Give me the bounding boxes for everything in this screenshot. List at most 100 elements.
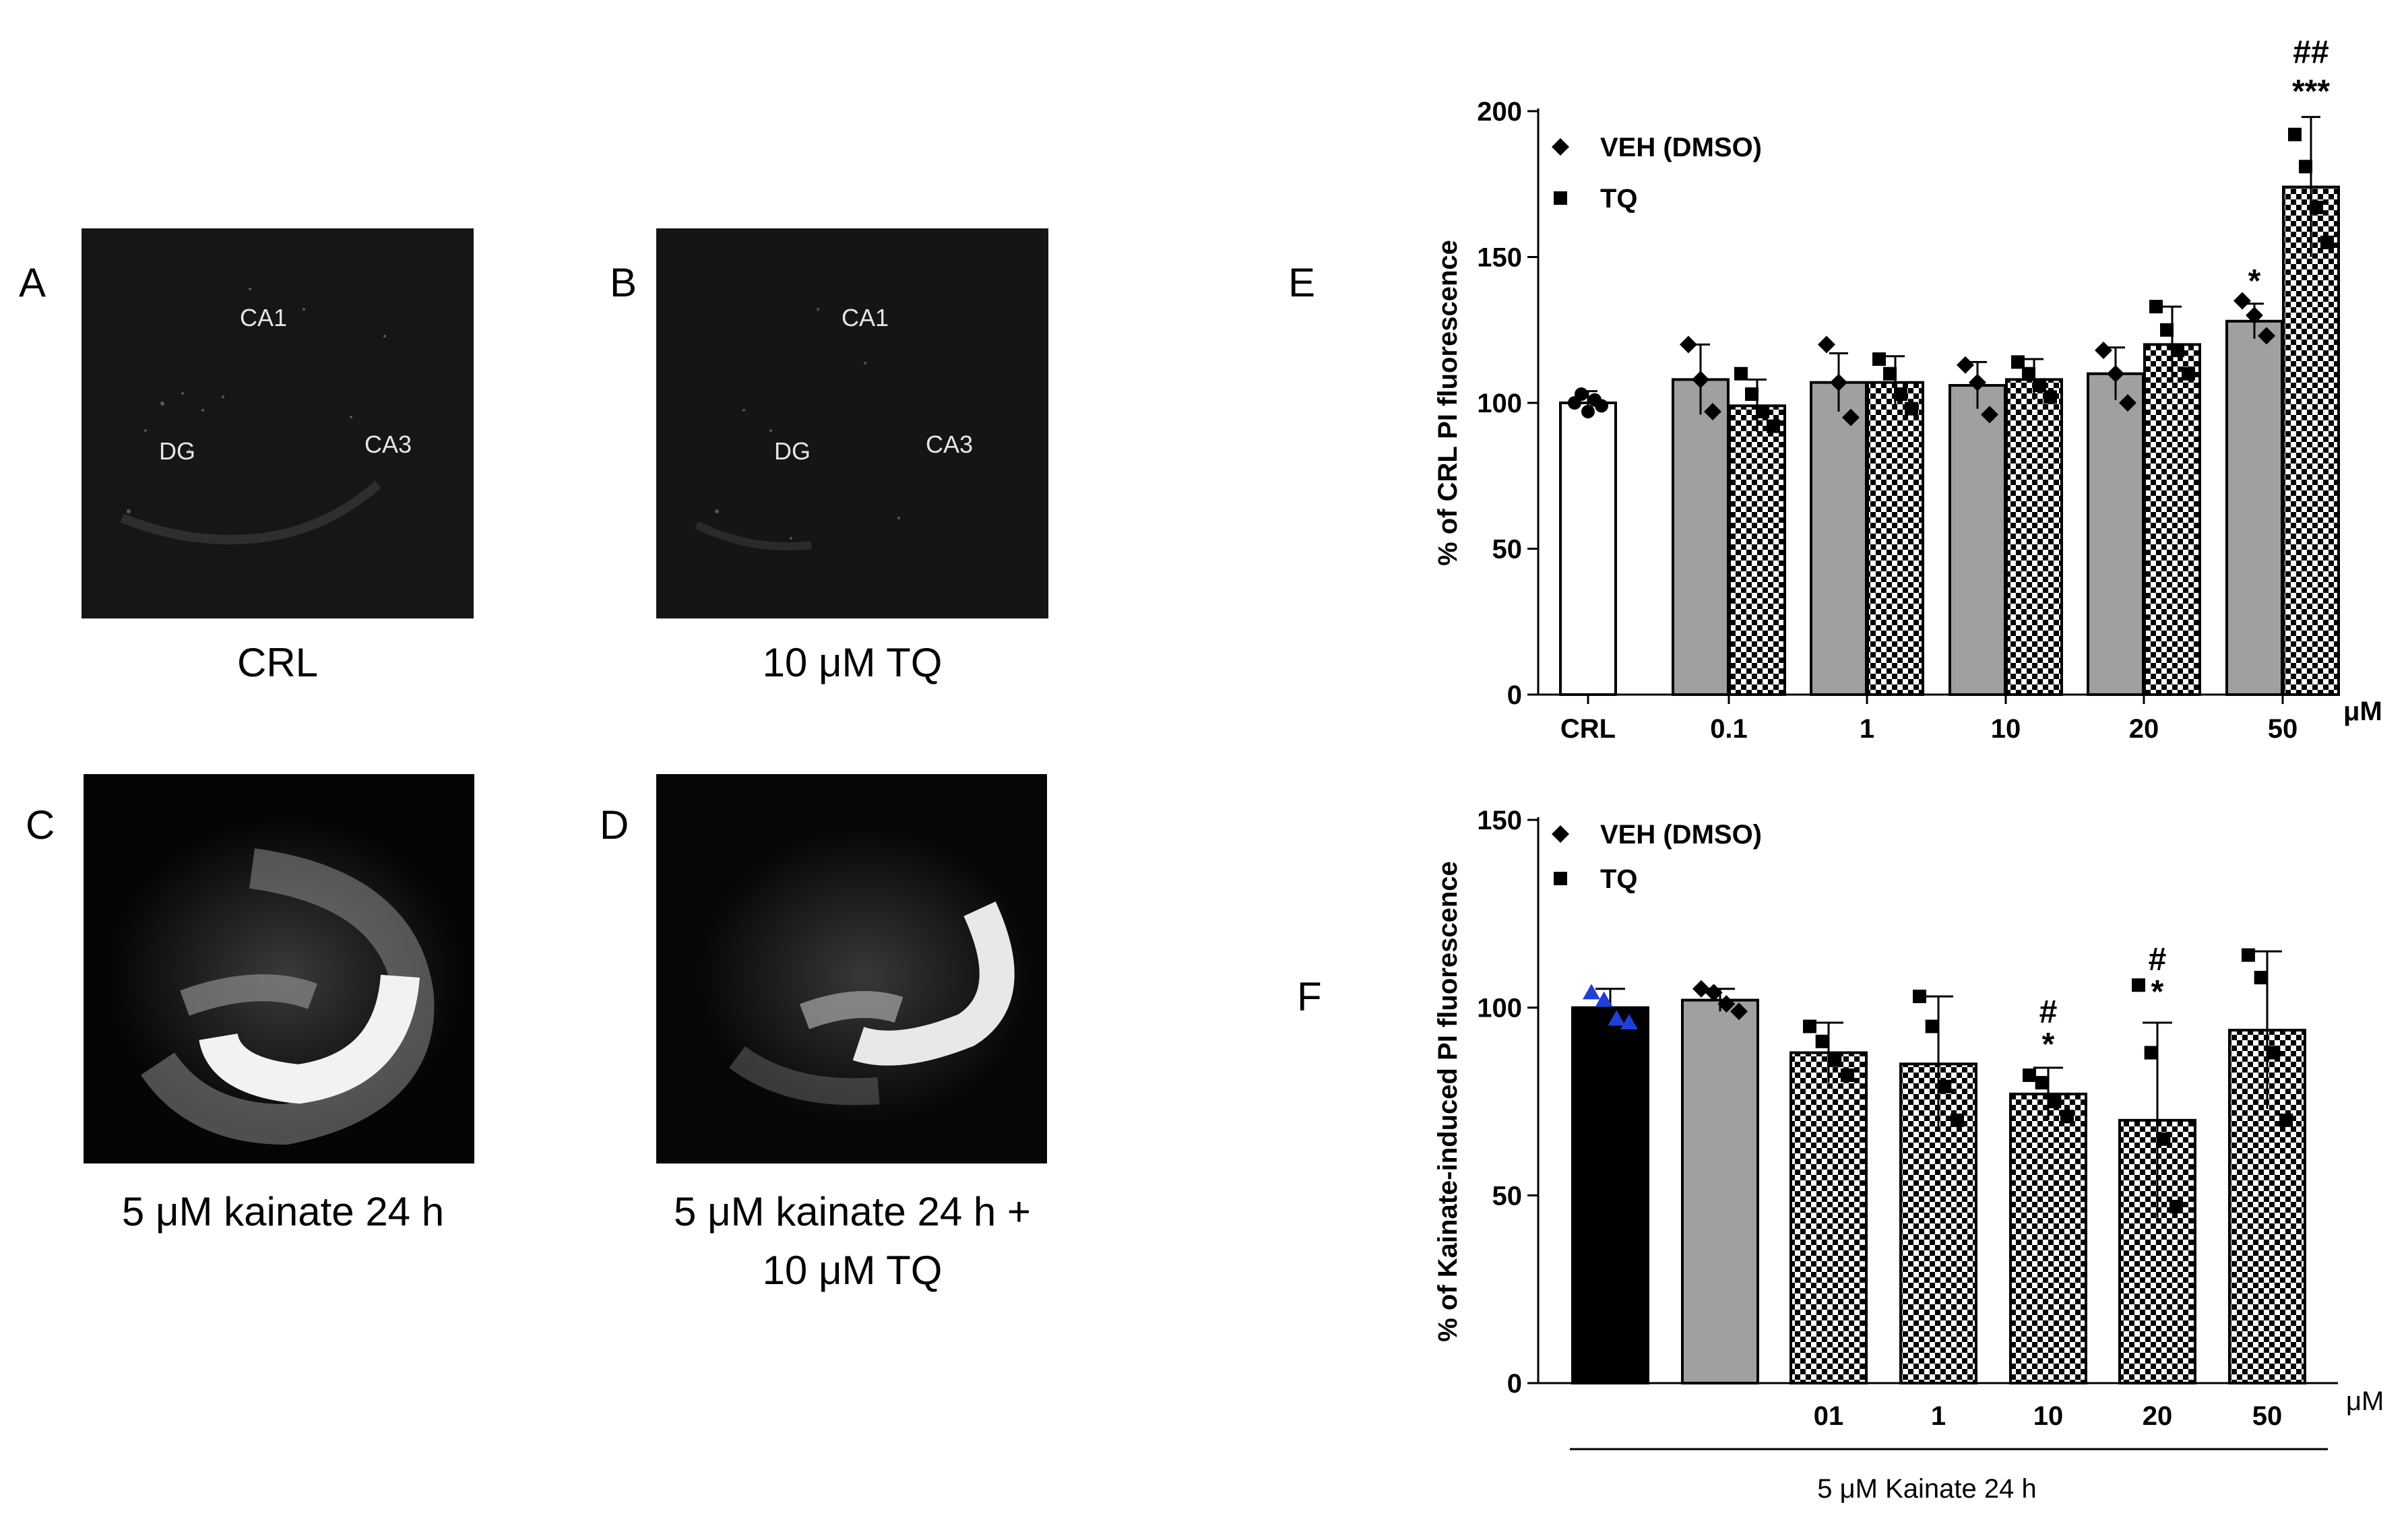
y-axis-title: % of CRL PI fluorescence <box>1433 240 1463 566</box>
significance-mark: # <box>2039 994 2058 1030</box>
data-point <box>2267 1046 2281 1060</box>
x-tick-label: 1 <box>1860 714 1874 744</box>
y-tick-label: 150 <box>1477 806 1522 835</box>
data-point <box>1803 1019 1816 1033</box>
micrograph-a: CA1 DG CA3 <box>82 228 474 618</box>
legend-label: TQ <box>1600 864 1638 894</box>
y-tick-label: 50 <box>1492 535 1523 565</box>
data-point <box>2254 971 2268 985</box>
data-point <box>1595 399 1608 413</box>
data-point <box>2310 200 2323 214</box>
bar-veh <box>1810 381 1868 696</box>
y-tick-label: 150 <box>1477 243 1522 273</box>
data-point <box>2095 342 2112 360</box>
data-point <box>1957 356 1974 374</box>
data-point <box>1730 1002 1748 1021</box>
caption-d-line1: 5 μM kainate 24 h + <box>674 1189 1031 1234</box>
x-tick-label: 1 <box>1931 1401 1946 1431</box>
data-point <box>1595 991 1613 1007</box>
data-point <box>2043 390 2057 404</box>
micrograph-b: CA1 DG CA3 <box>656 228 1048 618</box>
data-point <box>1692 980 1710 998</box>
data-point <box>1981 406 1998 424</box>
x-tick-label: 20 <box>2143 1401 2173 1431</box>
data-point <box>2320 235 2334 249</box>
data-point <box>1818 336 1835 354</box>
x-tick-label: 50 <box>2268 714 2298 744</box>
bar-veh <box>2225 319 2283 696</box>
data-point <box>2258 327 2275 345</box>
panel-letter-d: D <box>600 802 629 848</box>
panel-letter-f: F <box>1297 974 1322 1019</box>
data-point <box>1767 419 1780 433</box>
region-dg-label: DG <box>774 437 811 465</box>
data-point <box>2011 355 2025 369</box>
data-point <box>1815 1034 1829 1048</box>
x-tick-label: 10 <box>2033 1401 2064 1431</box>
region-ca1-label: CA1 <box>240 304 287 331</box>
bar-veh <box>1672 378 1730 696</box>
bar-crl <box>1559 402 1617 696</box>
micrograph-d <box>656 774 1047 1163</box>
unit-label: μM <box>2346 1386 2384 1416</box>
panel-letter-c: C <box>26 802 55 848</box>
y-tick-label: 200 <box>1477 97 1522 127</box>
data-point <box>1745 387 1759 402</box>
caption-d: 5 μM kainate 24 h + 10 μM TQ <box>620 1182 1085 1300</box>
data-point <box>1581 404 1595 418</box>
bar <box>2009 1092 2087 1385</box>
significance-mark: * <box>2042 1027 2055 1062</box>
data-point <box>2288 127 2302 141</box>
data-point <box>1938 1079 1952 1093</box>
unit-label: μM <box>2343 697 2382 726</box>
bar-tq <box>2282 185 2340 696</box>
significance-mark: * <box>2248 263 2261 299</box>
region-dg-label: DG <box>159 437 195 465</box>
region-ca3-label: CA3 <box>926 430 973 458</box>
data-point <box>2182 366 2195 381</box>
bar <box>1571 1006 1649 1384</box>
data-point <box>2279 1113 2293 1127</box>
data-point <box>1841 1068 1854 1082</box>
caption-a: CRL <box>236 640 319 685</box>
data-point <box>1705 984 1723 1002</box>
bar <box>1789 1051 1868 1384</box>
data-point <box>1554 191 1567 205</box>
significance-mark: * <box>2151 974 2164 1010</box>
bar-tq <box>2005 378 2063 696</box>
data-point <box>1842 408 1860 426</box>
bar-veh <box>2087 372 2145 696</box>
bar-tq <box>1866 381 1924 696</box>
data-point <box>1717 995 1736 1013</box>
bar-veh <box>1948 384 2006 697</box>
data-point <box>1704 402 1721 420</box>
y-tick-label: 100 <box>1477 389 1522 418</box>
data-point <box>1905 402 1918 416</box>
x-tick-label: 01 <box>1814 1401 1844 1431</box>
bar <box>1681 998 1759 1384</box>
significance-mark: # <box>2149 942 2167 978</box>
y-tick-label: 50 <box>1492 1181 1523 1211</box>
data-point <box>2242 948 2255 962</box>
data-point <box>1552 138 1569 156</box>
data-point <box>2246 307 2263 325</box>
legend-label: TQ <box>1600 184 1638 214</box>
data-point <box>2169 1200 2183 1214</box>
region-ca1-label: CA1 <box>842 304 889 331</box>
panel-letter-a: A <box>19 260 46 305</box>
region-ca3-label: CA3 <box>365 430 412 458</box>
data-point <box>1883 366 1897 381</box>
legend-label: VEH (DMSO) <box>1600 820 1762 850</box>
data-point <box>1552 825 1569 843</box>
data-point <box>2132 978 2145 992</box>
x-tick-label: 20 <box>2129 714 2159 744</box>
data-point <box>2023 1068 2036 1082</box>
x-tick-label: CRL <box>1560 714 1616 744</box>
data-point <box>2119 394 2136 412</box>
caption-c: 5 μM kainate 24 h <box>121 1189 445 1234</box>
significance-mark: ## <box>2293 35 2328 71</box>
data-point <box>1756 404 1769 418</box>
data-point <box>1894 387 1907 402</box>
